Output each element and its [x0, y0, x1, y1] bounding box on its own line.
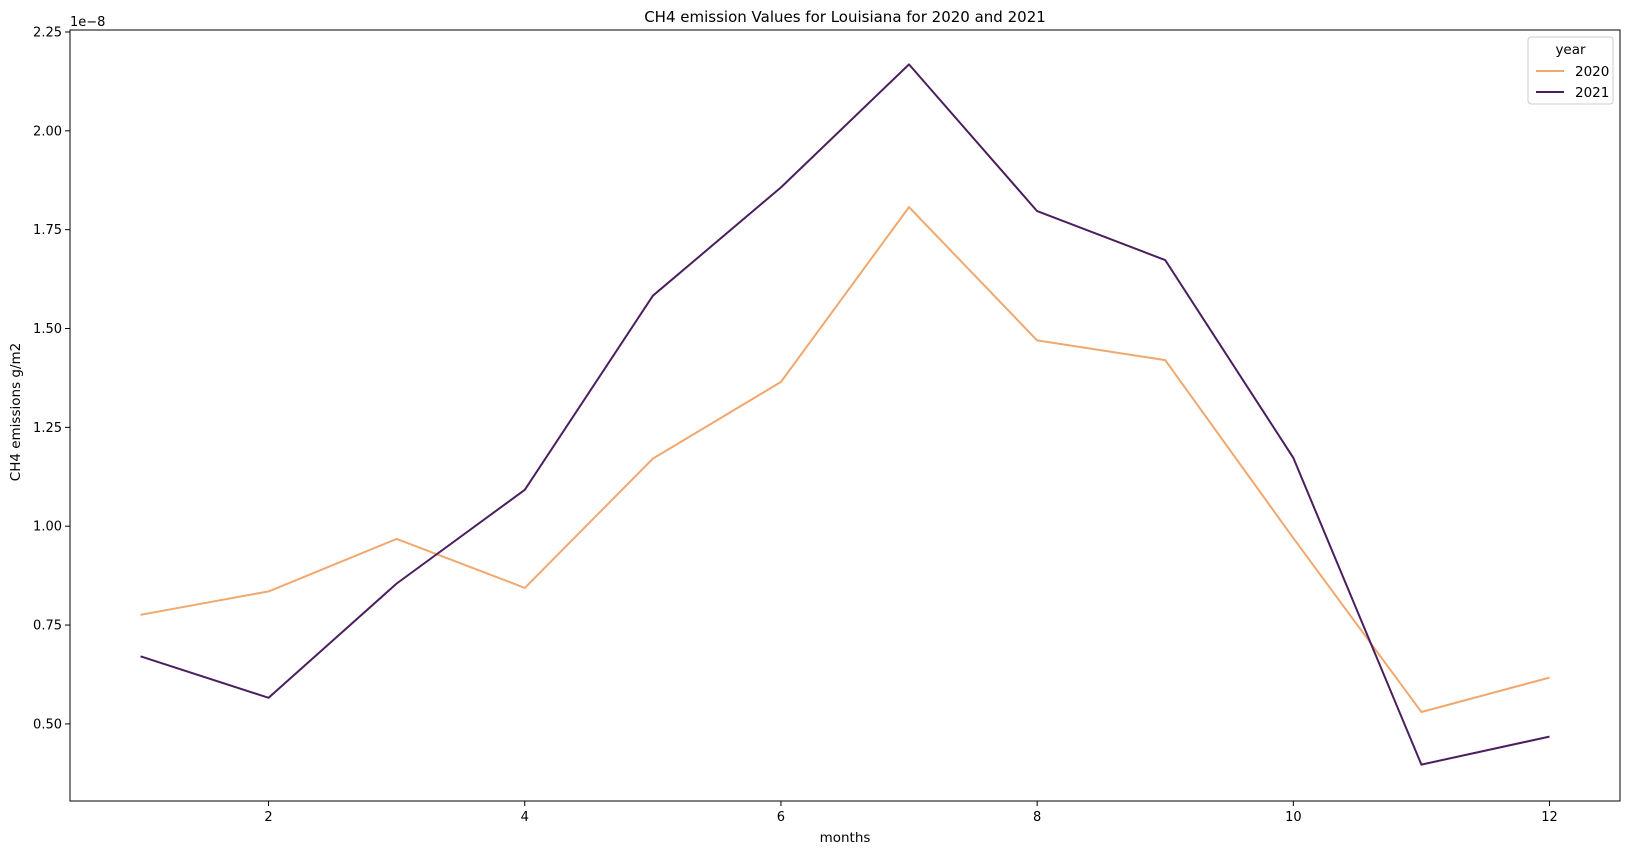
- y-tick-label: 1.25: [33, 421, 62, 436]
- legend: year 2020 2021: [1527, 36, 1614, 105]
- x-tick-label: 4: [521, 810, 529, 825]
- y-tick-label: 1.50: [33, 322, 62, 337]
- legend-entry-label: 2021: [1575, 85, 1609, 101]
- plot-area: 2 4 6 8 10 12 0.50 0.75 1.00 1.25 1.50 1.75 2.00 2.25: [33, 25, 1621, 825]
- y-tick-label: 0.75: [33, 619, 62, 634]
- y-axis-offset-label: 1e−8: [70, 15, 105, 30]
- legend-box: [1527, 36, 1614, 105]
- series-line-2021: [140, 63, 1550, 766]
- x-tick-label: 8: [1033, 810, 1041, 825]
- legend-entry-label: 2020: [1575, 64, 1609, 80]
- x-tick-label: 10: [1285, 810, 1302, 825]
- axes-frame: [69, 29, 1621, 802]
- series-line-2020: [140, 206, 1550, 713]
- x-tick-label: 6: [777, 810, 785, 825]
- x-tick-label: 12: [1541, 810, 1558, 825]
- x-axis-label: months: [820, 830, 871, 846]
- x-tick-label: 2: [264, 810, 272, 825]
- y-tick-label: 1.00: [33, 520, 62, 535]
- y-tick-label: 2.00: [33, 124, 62, 139]
- y-axis-label: CH4 emissions g/m2: [8, 343, 24, 481]
- y-tick-label: 1.75: [33, 223, 62, 238]
- y-tick-label: 2.25: [33, 25, 62, 40]
- chart-title: CH4 emission Values for Louisiana for 20…: [644, 8, 1046, 26]
- legend-title: year: [1555, 42, 1586, 58]
- y-tick-label: 0.50: [33, 717, 62, 732]
